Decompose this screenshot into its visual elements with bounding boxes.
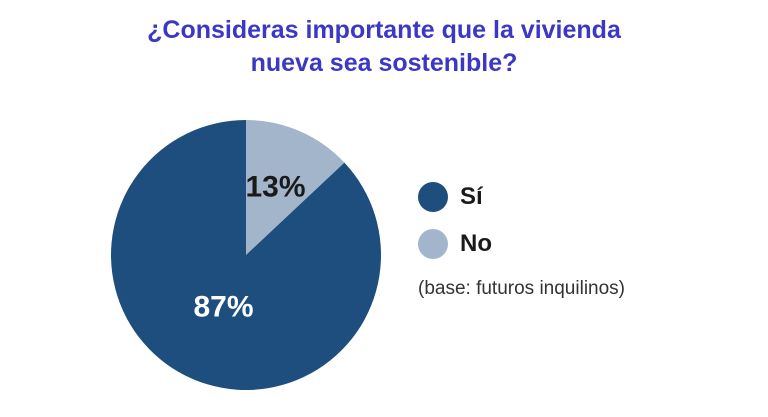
chart-title-line-1: ¿Consideras importante que la vivienda — [147, 16, 621, 44]
pie-slice-s — [110, 120, 381, 391]
legend-swatch-si — [418, 182, 448, 212]
chart-title-line-2: nueva sea sostenible? — [250, 49, 518, 77]
legend: Sí No — [418, 182, 492, 276]
pie-label-s: 87% — [193, 291, 253, 324]
legend-item-no: No — [418, 229, 492, 259]
base-note: (base: futuros inquilinos) — [418, 278, 625, 299]
legend-swatch-no — [418, 229, 448, 259]
chart-title: ¿Consideras importante que la vivienda n… — [0, 14, 768, 80]
pie-slice-no — [246, 120, 345, 255]
legend-label-no: No — [460, 230, 492, 257]
pie-label-no: 13% — [245, 170, 305, 203]
legend-label-si: Sí — [460, 183, 483, 210]
legend-item-si: Sí — [418, 182, 492, 212]
